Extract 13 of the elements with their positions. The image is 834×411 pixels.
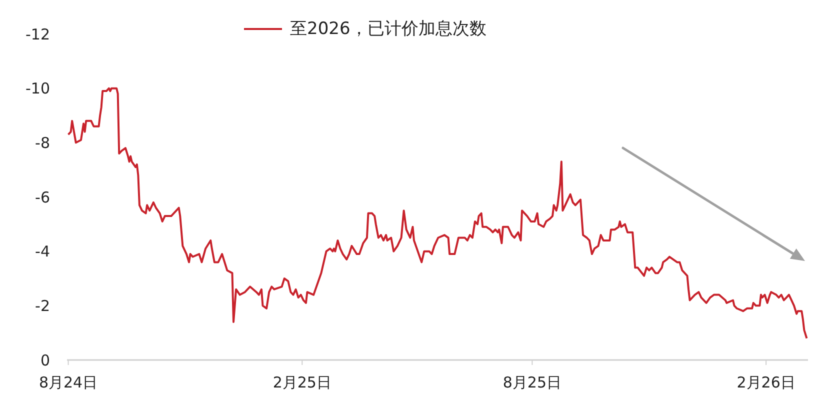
x-tick-label: 8月25日 bbox=[502, 374, 562, 392]
y-tick-label: -8 bbox=[35, 134, 50, 152]
y-tick-label: -6 bbox=[35, 188, 50, 206]
y-tick-label: 0 bbox=[40, 351, 50, 370]
y-tick-label: -12 bbox=[26, 25, 50, 44]
x-tick-label: 2月26日 bbox=[736, 374, 796, 392]
line-series bbox=[67, 87, 808, 340]
legend-label: 至2026，已计价加息次数 bbox=[290, 18, 486, 40]
y-tick-label: -10 bbox=[26, 80, 50, 98]
y-tick-label: -4 bbox=[35, 242, 50, 261]
x-tick-label: 2月25日 bbox=[272, 374, 332, 392]
x-tick-label: 8月24日 bbox=[38, 374, 98, 392]
y-tick-label: -2 bbox=[35, 296, 50, 315]
